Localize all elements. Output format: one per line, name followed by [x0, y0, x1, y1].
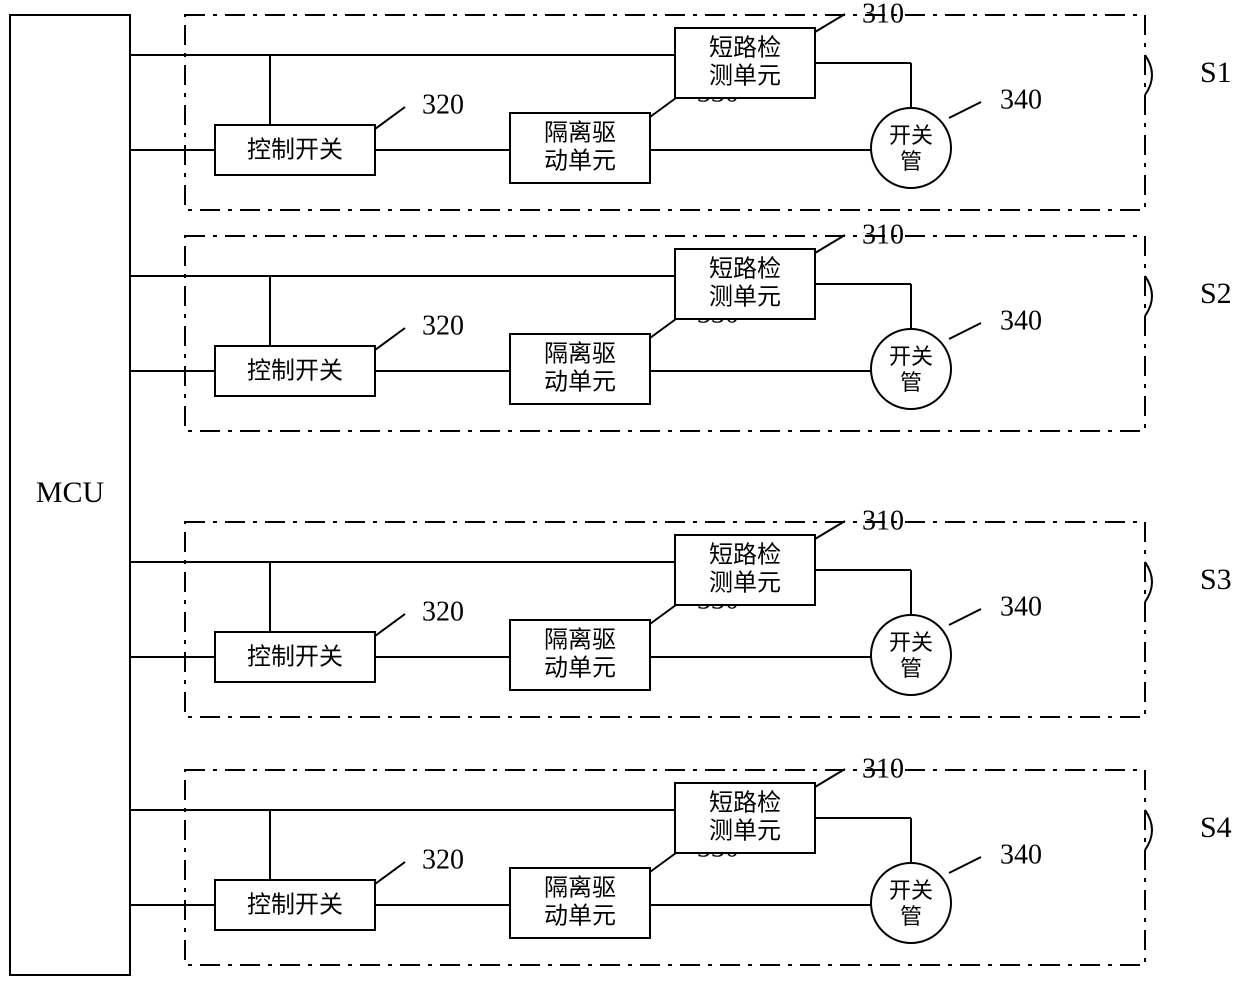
- svg-text:动单元: 动单元: [544, 903, 616, 930]
- switch-tube: 开关管: [871, 863, 951, 943]
- svg-text:短路检: 短路检: [709, 256, 781, 283]
- svg-text:340: 340: [1000, 591, 1042, 622]
- switch-tube: 开关管: [871, 329, 951, 409]
- svg-text:测单元: 测单元: [709, 818, 781, 845]
- svg-text:MCU: MCU: [36, 476, 105, 509]
- isolation-driver-block: 隔离驱动单元: [510, 113, 650, 183]
- stage-S4: 控制开关320隔离驱动单元330短路检测单元310开关管340S4: [130, 753, 1232, 965]
- control-switch-block: 控制开关: [215, 880, 375, 930]
- svg-text:S2: S2: [1200, 277, 1232, 310]
- stage-leader: [1145, 55, 1152, 95]
- svg-text:管: 管: [900, 656, 922, 681]
- switch-tube: 开关管: [871, 108, 951, 188]
- control-switch-block: 控制开关: [215, 125, 375, 175]
- svg-text:320: 320: [422, 844, 464, 875]
- stage-S2: 控制开关320隔离驱动单元330短路检测单元310开关管340S2: [130, 219, 1232, 431]
- svg-text:动单元: 动单元: [544, 655, 616, 682]
- svg-text:测单元: 测单元: [709, 284, 781, 311]
- svg-text:控制开关: 控制开关: [247, 358, 343, 385]
- svg-text:开关: 开关: [889, 630, 933, 655]
- svg-text:310: 310: [862, 0, 904, 29]
- isolation-driver-block: 隔离驱动单元: [510, 334, 650, 404]
- svg-text:S1: S1: [1200, 56, 1232, 89]
- stage-leader: [1145, 810, 1152, 850]
- svg-text:隔离驱: 隔离驱: [544, 627, 616, 654]
- svg-text:340: 340: [1000, 305, 1042, 336]
- svg-text:管: 管: [900, 370, 922, 395]
- svg-text:控制开关: 控制开关: [247, 137, 343, 164]
- svg-text:320: 320: [422, 310, 464, 341]
- svg-text:动单元: 动单元: [544, 148, 616, 175]
- svg-text:动单元: 动单元: [544, 369, 616, 396]
- svg-text:开关: 开关: [889, 123, 933, 148]
- svg-text:控制开关: 控制开关: [247, 892, 343, 919]
- svg-text:开关: 开关: [889, 878, 933, 903]
- short-detect-block: 短路检测单元: [675, 535, 815, 605]
- svg-text:320: 320: [422, 89, 464, 120]
- svg-text:测单元: 测单元: [709, 63, 781, 90]
- stage-S3: 控制开关320隔离驱动单元330短路检测单元310开关管340S3: [130, 505, 1232, 717]
- svg-text:管: 管: [900, 149, 922, 174]
- mcu-block: MCU: [10, 15, 130, 975]
- svg-text:隔离驱: 隔离驱: [544, 875, 616, 902]
- svg-text:S3: S3: [1200, 563, 1232, 596]
- switch-tube: 开关管: [871, 615, 951, 695]
- stage-leader: [1145, 276, 1152, 316]
- svg-text:开关: 开关: [889, 344, 933, 369]
- diagram-canvas: MCU控制开关320隔离驱动单元330短路检测单元310开关管340S1控制开关…: [0, 0, 1240, 990]
- svg-text:310: 310: [862, 219, 904, 250]
- stage-leader: [1145, 562, 1152, 602]
- svg-text:隔离驱: 隔离驱: [544, 341, 616, 368]
- short-detect-block: 短路检测单元: [675, 783, 815, 853]
- isolation-driver-block: 隔离驱动单元: [510, 620, 650, 690]
- svg-text:短路检: 短路检: [709, 790, 781, 817]
- svg-text:短路检: 短路检: [709, 542, 781, 569]
- svg-text:320: 320: [422, 596, 464, 627]
- isolation-driver-block: 隔离驱动单元: [510, 868, 650, 938]
- svg-text:隔离驱: 隔离驱: [544, 120, 616, 147]
- svg-text:测单元: 测单元: [709, 570, 781, 597]
- svg-text:S4: S4: [1200, 811, 1232, 844]
- svg-text:310: 310: [862, 505, 904, 536]
- svg-text:340: 340: [1000, 84, 1042, 115]
- svg-text:短路检: 短路检: [709, 35, 781, 62]
- svg-text:310: 310: [862, 753, 904, 784]
- control-switch-block: 控制开关: [215, 632, 375, 682]
- short-detect-block: 短路检测单元: [675, 249, 815, 319]
- svg-text:管: 管: [900, 904, 922, 929]
- svg-text:340: 340: [1000, 839, 1042, 870]
- short-detect-block: 短路检测单元: [675, 28, 815, 98]
- stage-S1: 控制开关320隔离驱动单元330短路检测单元310开关管340S1: [130, 0, 1232, 210]
- control-switch-block: 控制开关: [215, 346, 375, 396]
- svg-text:控制开关: 控制开关: [247, 644, 343, 671]
